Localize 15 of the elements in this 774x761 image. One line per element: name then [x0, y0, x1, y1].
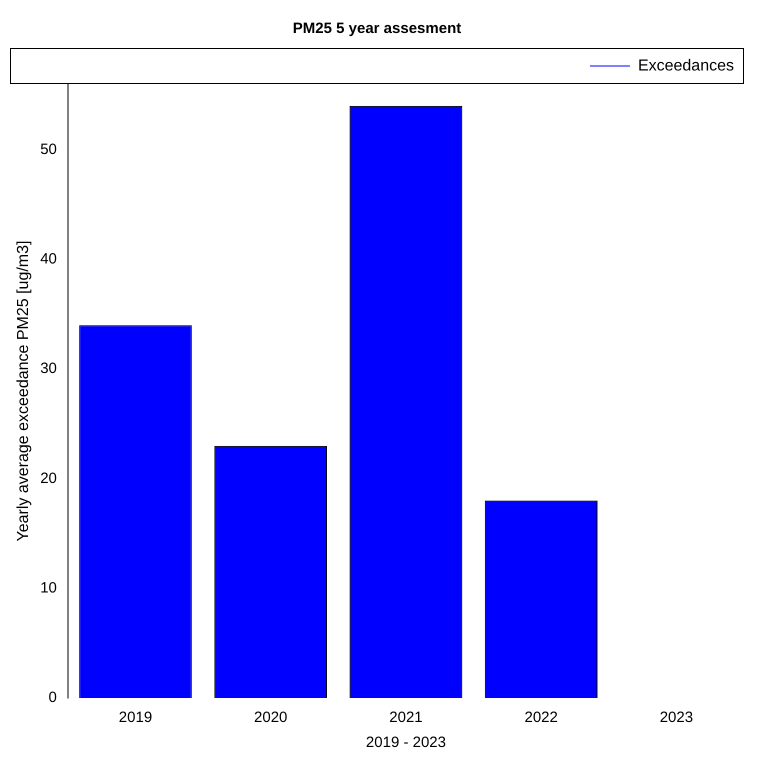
x-tick-label: 2020 — [254, 709, 288, 726]
y-tick-label: 10 — [40, 580, 57, 596]
y-tick-label: 30 — [40, 360, 57, 378]
chart-title: PM25 5 year assesment — [292, 20, 462, 38]
y-tick-label: 20 — [40, 470, 57, 487]
y-tick-label: 50 — [40, 140, 57, 158]
x-tick-label: 2022 — [524, 709, 558, 726]
y-tick-label: 40 — [40, 250, 57, 268]
x-tick-label: 2021 — [389, 709, 423, 726]
legend-label: Exceedances — [638, 57, 734, 74]
x-axis-title: 2019 - 2023 — [366, 734, 446, 752]
y-axis-title: Yearly average exceedance PM25 [ug/m3] — [15, 240, 32, 542]
y-tick-label: 0 — [48, 689, 57, 706]
x-tick-label: 2023 — [660, 709, 694, 726]
x-tick-label: 2019 — [118, 709, 152, 726]
